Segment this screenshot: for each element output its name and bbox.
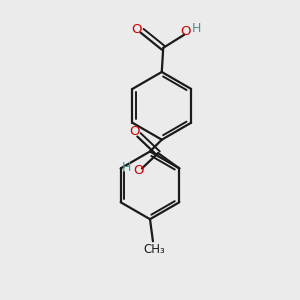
Text: O: O — [131, 23, 142, 36]
Text: CH₃: CH₃ — [143, 243, 165, 256]
Text: H: H — [122, 161, 131, 174]
Text: O: O — [180, 25, 190, 38]
Text: O: O — [129, 125, 140, 138]
Text: H: H — [192, 22, 202, 35]
Text: O: O — [134, 164, 144, 177]
